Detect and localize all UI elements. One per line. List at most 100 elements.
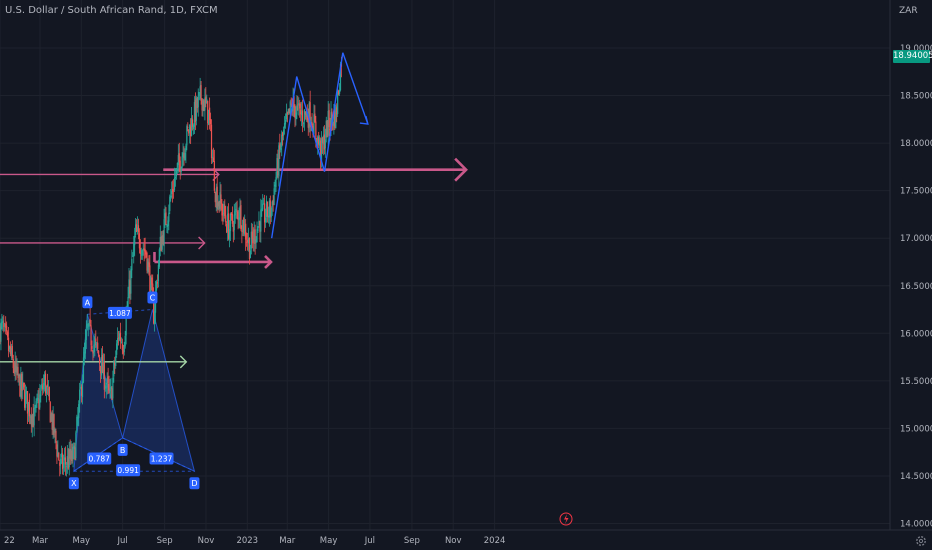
point-label-a: A: [85, 298, 91, 307]
candle-body: [274, 184, 276, 187]
candle-body: [249, 250, 252, 259]
candle-body: [261, 208, 263, 212]
candle-body: [61, 453, 63, 458]
candle-body: [106, 378, 108, 385]
candle-body: [31, 414, 33, 427]
arrow-head: [264, 255, 273, 269]
candle-body: [0, 322, 2, 342]
candle-body: [99, 365, 102, 374]
candle-body: [1, 321, 3, 323]
candle-body: [271, 201, 273, 207]
candle-body: [81, 381, 84, 398]
y-tick-label: 17.00000: [900, 234, 932, 244]
candle-body: [281, 134, 283, 148]
candle-body: [125, 314, 127, 336]
candle-body: [135, 224, 137, 236]
candle-body: [4, 324, 6, 326]
candle-body: [276, 158, 278, 178]
candle-body: [248, 237, 251, 260]
candle-body: [277, 158, 279, 175]
candle-body: [147, 261, 149, 272]
lightning-icon[interactable]: [559, 512, 573, 526]
candle-body: [177, 155, 179, 166]
candle-body: [33, 407, 35, 426]
candle-body: [167, 220, 169, 227]
candle-body: [36, 397, 38, 401]
candle-body: [190, 126, 192, 137]
candle-body: [318, 137, 320, 145]
candle-body: [169, 196, 171, 211]
arrow-head: [454, 157, 468, 182]
candle-body: [28, 399, 31, 417]
candle-body: [82, 357, 85, 383]
candle-body: [325, 120, 327, 138]
candle-body: [242, 219, 244, 232]
candle-body: [60, 458, 62, 465]
symbol-title[interactable]: U.S. Dollar / South African Rand, 1D, FX…: [5, 5, 218, 16]
candle-body: [141, 250, 143, 256]
candle-body: [34, 407, 36, 409]
candle-body: [186, 126, 188, 146]
candle-body: [210, 124, 213, 159]
candle-body: [225, 215, 227, 223]
gear-icon[interactable]: [914, 534, 928, 548]
candle-body: [64, 457, 67, 465]
candle-body: [90, 325, 92, 346]
candle-body: [327, 110, 329, 136]
candle-body: [19, 375, 21, 397]
candle-body: [123, 344, 125, 353]
candle-body: [20, 374, 22, 398]
candle-body: [116, 343, 118, 355]
candle-body: [32, 414, 34, 428]
candle-body: [205, 96, 207, 103]
candle-body: [221, 202, 223, 216]
candle-body: [73, 445, 75, 449]
candle-body: [168, 212, 170, 222]
candle-body: [308, 103, 310, 129]
candle-body: [13, 367, 15, 374]
candle-body: [110, 387, 112, 389]
candle-body: [89, 318, 91, 324]
candle-body: [333, 111, 335, 127]
candle-body: [138, 233, 141, 249]
candle-body: [12, 358, 14, 369]
point-label-b: B: [120, 446, 126, 455]
candle-body: [22, 381, 24, 389]
candle-body: [133, 242, 135, 256]
candle-body: [339, 64, 342, 91]
arrow-head: [198, 236, 206, 250]
candle-body: [202, 100, 204, 112]
candle-body: [142, 248, 144, 250]
candle-body: [27, 402, 30, 412]
candle-body: [315, 121, 317, 138]
candle-body: [244, 225, 246, 235]
candle-body: [184, 152, 186, 161]
candle-body: [272, 199, 274, 205]
candle-body: [129, 280, 131, 294]
candle-body: [48, 386, 50, 401]
y-tick-label: 18.50000: [900, 92, 932, 102]
x-tick-label: May: [73, 536, 91, 546]
candle-body: [263, 203, 265, 205]
candle-body: [198, 91, 200, 96]
candle-body: [258, 220, 260, 226]
candle-body: [191, 119, 194, 127]
candle-body: [302, 123, 305, 124]
candle-body: [295, 112, 297, 120]
candle-body: [65, 465, 67, 467]
candle-body: [196, 98, 198, 109]
candle-body: [158, 249, 160, 267]
price-axis[interactable]: 19.00000 18.50000 18.00000 17.50000 17.00000…: [900, 44, 932, 530]
candle-body: [96, 342, 98, 344]
candle-body: [182, 152, 184, 157]
candle-body: [29, 416, 31, 418]
candle-body: [140, 254, 142, 256]
candle-body: [42, 385, 44, 390]
candle-body: [87, 324, 89, 326]
candle-body: [132, 255, 134, 257]
candle-body: [264, 217, 267, 223]
time-axis[interactable]: 22 Mar May Jul Sep Nov 2023 Mar May Jul Sep Nov 2024: [4, 536, 505, 546]
candle-body: [26, 390, 29, 414]
candle-body: [45, 386, 48, 394]
